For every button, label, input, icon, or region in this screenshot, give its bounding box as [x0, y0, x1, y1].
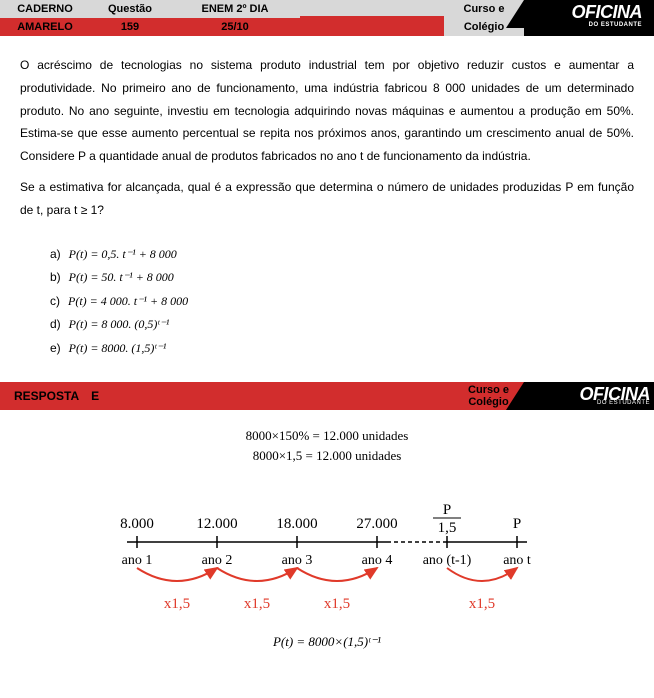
svg-text:P: P: [513, 516, 521, 532]
options-list: a)P(t) = 0,5. t⁻¹ + 8 000 b)P(t) = 50. t…: [0, 244, 654, 382]
svg-text:x1,5: x1,5: [244, 596, 270, 612]
question-para2: Se a estimativa for alcançada, qual é a …: [20, 176, 634, 222]
timeline-diagram: 8.000 ano 1 12.000 ano 2 18.000 ano 3 27.000 an…: [0, 482, 654, 628]
questao-label: Questão: [90, 0, 170, 18]
svg-text:ano 2: ano 2: [202, 553, 233, 568]
solution-eq1: 8000×150% = 12.000 unidades: [20, 428, 634, 444]
logo-subtext: DO ESTUDANTE: [589, 18, 642, 32]
svg-text:ano (t-1): ano (t-1): [423, 553, 472, 568]
caderno-value: AMARELO: [0, 18, 90, 36]
answer-curso: Curso e Colégio: [468, 384, 509, 408]
answer-logo-box: OFICINA DO ESTUDANTE: [580, 384, 651, 408]
caderno-label: CADERNO: [0, 0, 90, 18]
answer-letter: E: [91, 389, 99, 403]
header-enem: ENEM 2º DIA 25/10: [170, 0, 300, 36]
svg-text:x1,5: x1,5: [469, 596, 495, 612]
header-caderno: CADERNO AMARELO: [0, 0, 90, 36]
enem-date: 25/10: [170, 18, 300, 36]
answer-label: RESPOSTA: [0, 389, 79, 403]
option-c: c)P(t) = 4 000. t⁻¹ + 8 000: [50, 291, 634, 313]
svg-text:P: P: [443, 502, 451, 518]
svg-text:12.000: 12.000: [196, 516, 237, 532]
svg-text:ano t: ano t: [503, 553, 531, 568]
svg-text:ano 1: ano 1: [122, 553, 153, 568]
timeline-svg: 8.000 ano 1 12.000 ano 2 18.000 ano 3 27.000 an…: [97, 492, 557, 622]
svg-text:ano 4: ano 4: [362, 553, 393, 568]
solution-area: 8000×150% = 12.000 unidades 8000×1,5 = 1…: [0, 410, 654, 482]
question-header: CADERNO AMARELO Questão 159 ENEM 2º DIA …: [0, 0, 654, 36]
header-logo-area: OFICINA DO ESTUDANTE: [524, 0, 654, 36]
svg-text:x1,5: x1,5: [324, 596, 350, 612]
svg-text:18.000: 18.000: [276, 516, 317, 532]
solution-eq2: 8000×1,5 = 12.000 unidades: [20, 448, 634, 464]
header-questao: Questão 159: [90, 0, 170, 36]
answer-logo-sub: DO ESTUDANTE: [597, 400, 650, 406]
option-e: e)P(t) = 8000. (1,5)ᵗ⁻¹: [50, 338, 634, 360]
option-a: a)P(t) = 0,5. t⁻¹ + 8 000: [50, 244, 634, 266]
svg-text:1,5: 1,5: [438, 520, 457, 536]
svg-text:ano 3: ano 3: [282, 553, 313, 568]
solution-final: P(t) = 8000×(1,5)ᵗ⁻¹: [0, 634, 654, 650]
option-d: d)P(t) = 8 000. (0,5)ᵗ⁻¹: [50, 314, 634, 336]
logo-box: OFICINA DO ESTUDANTE: [564, 2, 651, 34]
answer-header: RESPOSTA E Curso e Colégio OFICINA DO ES…: [0, 382, 654, 410]
enem-label: ENEM 2º DIA: [170, 0, 300, 18]
svg-text:x1,5: x1,5: [164, 596, 190, 612]
question-body: O acréscimo de tecnologias no sistema pr…: [0, 36, 654, 244]
question-para1: O acréscimo de tecnologias no sistema pr…: [20, 54, 634, 168]
svg-text:8.000: 8.000: [120, 516, 154, 532]
header-spacer: [300, 0, 444, 36]
option-b: b)P(t) = 50. t⁻¹ + 8 000: [50, 267, 634, 289]
questao-value: 159: [90, 18, 170, 36]
svg-text:27.000: 27.000: [356, 516, 397, 532]
